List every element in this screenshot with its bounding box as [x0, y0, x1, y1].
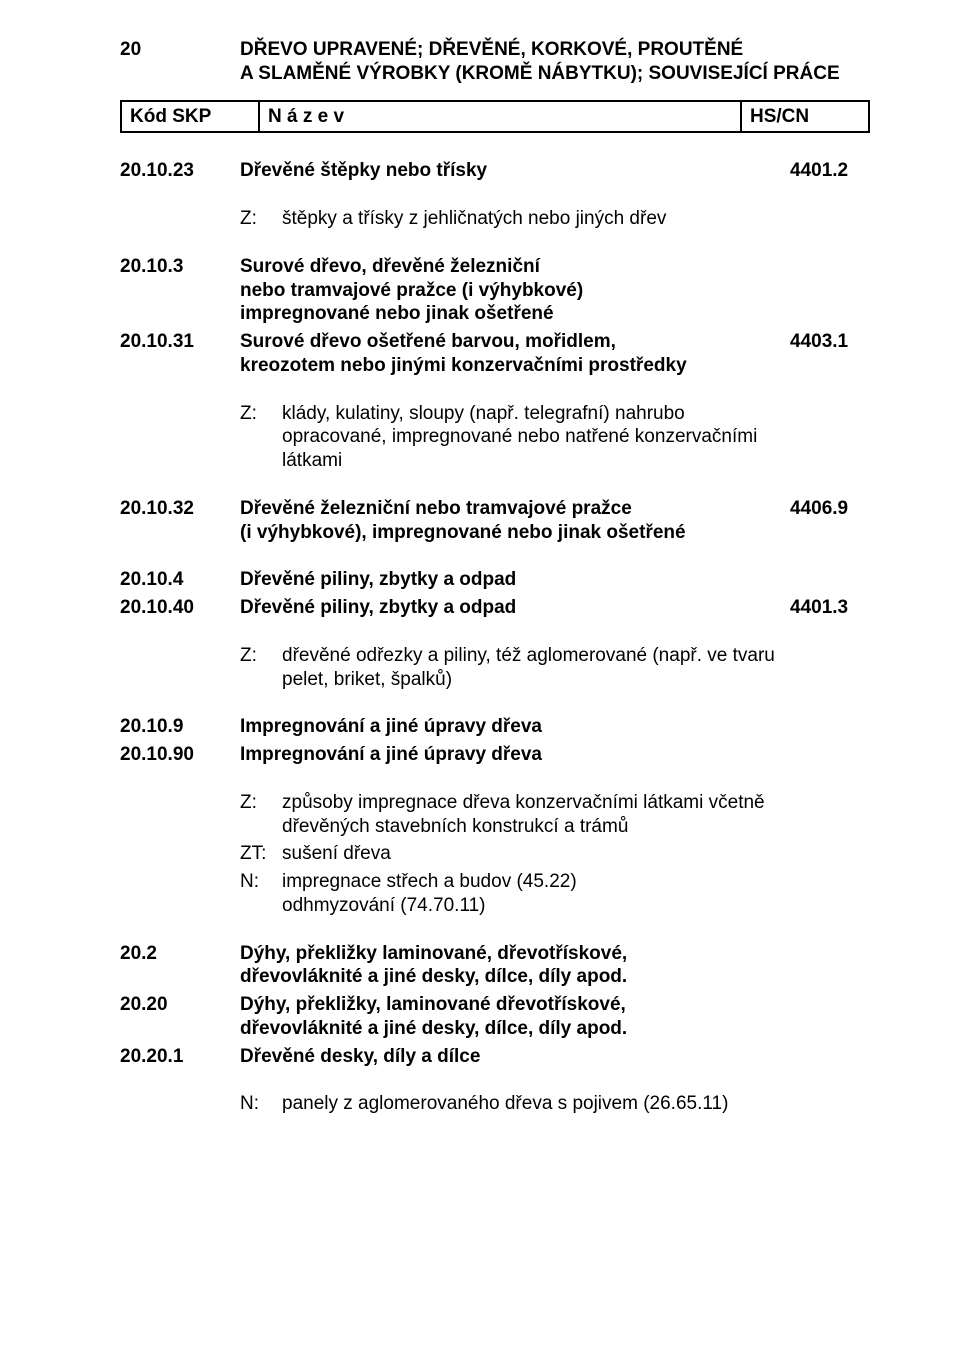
- entry-name-line: Surové dřevo, dřevěné železniční: [240, 256, 540, 277]
- note-row: Z: způsoby impregnace dřeva konzervačním…: [120, 791, 870, 839]
- classification-entry: 20.10.23 Dřevěné štěpky nebo třísky 4401…: [120, 159, 870, 183]
- entry-hscn: [790, 993, 870, 1041]
- entry-hscn: [790, 743, 870, 767]
- entry-hscn: 4401.3: [790, 596, 870, 620]
- note-text: sušení dřeva: [282, 842, 870, 866]
- entry-code: 20.10.32: [120, 497, 240, 545]
- entry-name-line: Dýhy, překližky laminované, dřevotřískov…: [240, 943, 627, 964]
- entry-name: Dýhy, překližky laminované, dřevotřískov…: [240, 942, 790, 990]
- entry-code: 20.2: [120, 942, 240, 990]
- note-label: Z:: [240, 644, 282, 692]
- entry-name: Dřevěné štěpky nebo třísky: [240, 159, 790, 183]
- entry-name-line: dřevovláknité a jiné desky, dílce, díly …: [240, 1018, 627, 1039]
- entry-hscn: [790, 715, 870, 739]
- classification-entry: 20.20 Dýhy, překližky, laminované dřevot…: [120, 993, 870, 1041]
- entry-name-line: dřevovláknité a jiné desky, dílce, díly …: [240, 966, 627, 987]
- classification-entry: 20.10.31 Surové dřevo ošetřené barvou, m…: [120, 330, 870, 378]
- column-header-table: Kód SKP N á z e v HS/CN: [120, 100, 870, 134]
- entry-name: Dřevěné piliny, zbytky a odpad: [240, 596, 790, 620]
- entry-name: Dřevěné železniční nebo tramvajové pražc…: [240, 497, 790, 545]
- note-row: Z: štěpky a třísky z jehličnatých nebo j…: [120, 207, 870, 231]
- note-label: ZT:: [240, 842, 282, 866]
- note-text-line: impregnace střech a budov (45.22): [282, 871, 577, 892]
- entry-hscn: [790, 255, 870, 326]
- note-text: klády, kulatiny, sloupy (např. telegrafn…: [282, 402, 870, 473]
- entry-hscn: [790, 942, 870, 990]
- note-label: N:: [240, 870, 282, 918]
- note-label: Z:: [240, 402, 282, 473]
- entry-code: 20.10.23: [120, 159, 240, 183]
- chapter-title: DŘEVO UPRAVENÉ; DŘEVĚNÉ, KORKOVÉ, PROUTĚ…: [240, 38, 840, 86]
- entry-name: Dřevěné desky, díly a dílce: [240, 1045, 790, 1069]
- note-text: způsoby impregnace dřeva konzervačními l…: [282, 791, 870, 839]
- note-row: Z: klády, kulatiny, sloupy (např. telegr…: [120, 402, 870, 473]
- note-row: N: panely z aglomerovaného dřeva s pojiv…: [120, 1092, 870, 1116]
- note-row: N: impregnace střech a budov (45.22) odh…: [120, 870, 870, 918]
- entry-code: 20.20.1: [120, 1045, 240, 1069]
- entry-name-line: Surové dřevo ošetřené barvou, mořidlem,: [240, 331, 616, 352]
- document-page: 20 DŘEVO UPRAVENÉ; DŘEVĚNÉ, KORKOVÉ, PRO…: [0, 0, 960, 1160]
- classification-entry: 20.10.40 Dřevěné piliny, zbytky a odpad …: [120, 596, 870, 620]
- entry-code: 20.10.4: [120, 568, 240, 592]
- header-col-hscn: HS/CN: [741, 101, 869, 133]
- note-label: N:: [240, 1092, 282, 1116]
- chapter-title-line1: DŘEVO UPRAVENÉ; DŘEVĚNÉ, KORKOVÉ, PROUTĚ…: [240, 39, 743, 60]
- entry-code: 20.10.40: [120, 596, 240, 620]
- note-row: Z: dřevěné odřezky a piliny, též aglomer…: [120, 644, 870, 692]
- entry-name-line: kreozotem nebo jinými konzervačními pros…: [240, 355, 687, 376]
- entry-name-line: Dýhy, překližky, laminované dřevotřískov…: [240, 994, 626, 1015]
- classification-entry: 20.10.32 Dřevěné železniční nebo tramvaj…: [120, 497, 870, 545]
- entry-name-line: Dřevěné železniční nebo tramvajové pražc…: [240, 498, 632, 519]
- entry-name: Surové dřevo ošetřené barvou, mořidlem, …: [240, 330, 790, 378]
- note-text: impregnace střech a budov (45.22) odhmyz…: [282, 870, 870, 918]
- chapter-number: 20: [120, 38, 240, 86]
- classification-entry: 20.10.90 Impregnování a jiné úpravy dřev…: [120, 743, 870, 767]
- entry-name: Surové dřevo, dřevěné železniční nebo tr…: [240, 255, 790, 326]
- entry-hscn: [790, 568, 870, 592]
- entry-name: Dřevěné piliny, zbytky a odpad: [240, 568, 790, 592]
- note-row: ZT: sušení dřeva: [120, 842, 870, 866]
- note-text: panely z aglomerovaného dřeva s pojivem …: [282, 1092, 870, 1116]
- classification-entry: 20.10.3 Surové dřevo, dřevěné železniční…: [120, 255, 870, 326]
- entry-code: 20.20: [120, 993, 240, 1041]
- header-col-code: Kód SKP: [121, 101, 259, 133]
- entry-name-line: impregnované nebo jinak ošetřené: [240, 303, 554, 324]
- classification-entry: 20.2 Dýhy, překližky laminované, dřevotř…: [120, 942, 870, 990]
- classification-entry: 20.10.4 Dřevěné piliny, zbytky a odpad: [120, 568, 870, 592]
- entry-hscn: 4406.9: [790, 497, 870, 545]
- table-row: Kód SKP N á z e v HS/CN: [121, 101, 869, 133]
- note-label: Z:: [240, 791, 282, 839]
- entry-hscn: 4401.2: [790, 159, 870, 183]
- classification-entry: 20.20.1 Dřevěné desky, díly a dílce: [120, 1045, 870, 1069]
- note-text: dřevěné odřezky a piliny, též aglomerova…: [282, 644, 870, 692]
- note-text-line: odhmyzování (74.70.11): [282, 895, 486, 916]
- entry-name-line: (i výhybkové), impregnované nebo jinak o…: [240, 522, 686, 543]
- entry-hscn: [790, 1045, 870, 1069]
- entry-code: 20.10.9: [120, 715, 240, 739]
- header-col-name: N á z e v: [259, 101, 741, 133]
- note-label: Z:: [240, 207, 282, 231]
- entry-name: Dýhy, překližky, laminované dřevotřískov…: [240, 993, 790, 1041]
- chapter-title-line2: A SLAMĚNÉ VÝROBKY (KROMĚ NÁBYTKU); SOUVI…: [240, 63, 840, 84]
- classification-entry: 20.10.9 Impregnování a jiné úpravy dřeva: [120, 715, 870, 739]
- entry-code: 20.10.3: [120, 255, 240, 326]
- entry-hscn: 4403.1: [790, 330, 870, 378]
- entry-name: Impregnování a jiné úpravy dřeva: [240, 715, 790, 739]
- chapter-header: 20 DŘEVO UPRAVENÉ; DŘEVĚNÉ, KORKOVÉ, PRO…: [120, 38, 870, 86]
- note-text: štěpky a třísky z jehličnatých nebo jiný…: [282, 207, 870, 231]
- entry-name-line: nebo tramvajové pražce (i výhybkové): [240, 280, 583, 301]
- entry-code: 20.10.90: [120, 743, 240, 767]
- entry-name: Impregnování a jiné úpravy dřeva: [240, 743, 790, 767]
- entry-code: 20.10.31: [120, 330, 240, 378]
